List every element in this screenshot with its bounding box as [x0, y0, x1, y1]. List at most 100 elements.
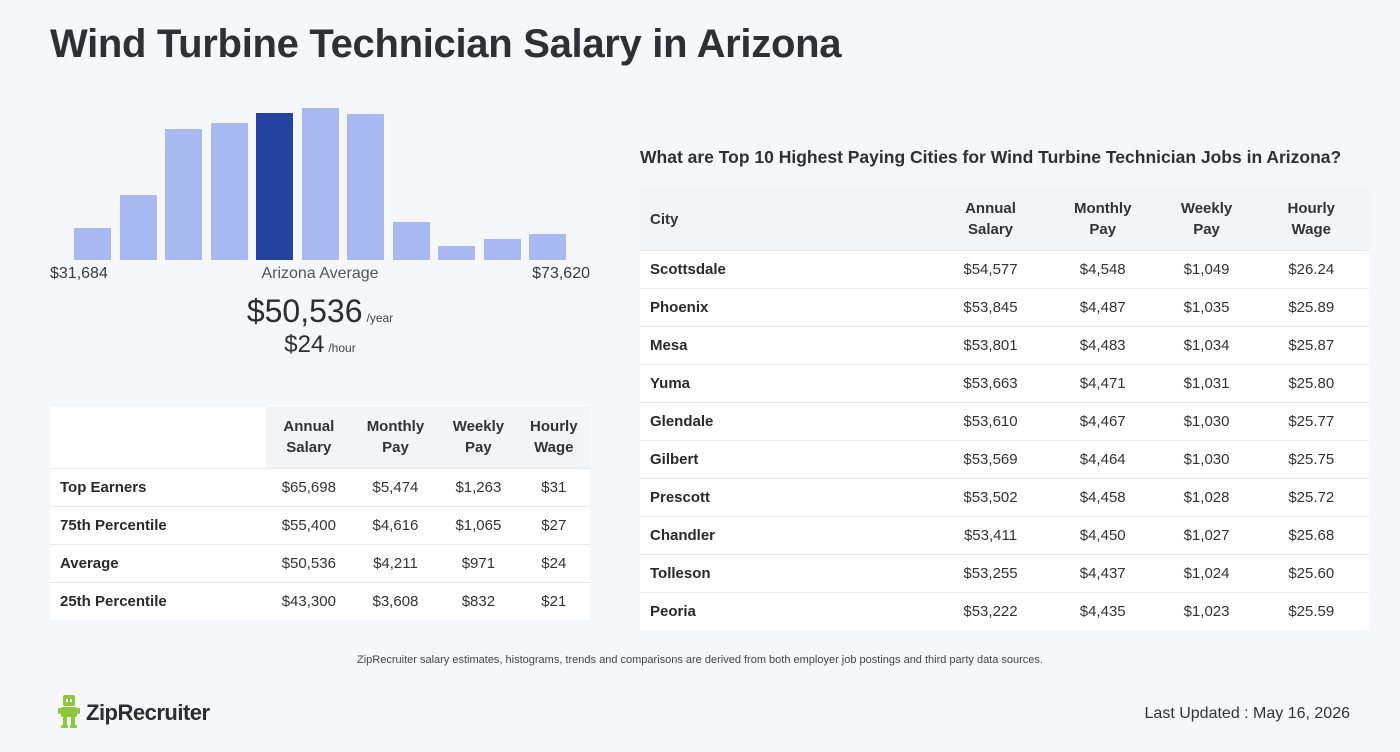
city-value: $53,255: [935, 554, 1046, 593]
row-value: $3,608: [351, 582, 440, 620]
header-city: City: [640, 188, 936, 251]
cities-header-row: City Annual Salary Monthly Pay Weekly Pay H…: [640, 188, 1369, 251]
percentile-header-row: Annual Salary Monthly Pay Weekly Pay Hourly…: [50, 405, 590, 469]
cities-title: What are Top 10 Highest Paying Cities fo…: [640, 147, 1342, 167]
city-value: $1,035: [1159, 288, 1254, 327]
city-value: $53,610: [935, 402, 1046, 441]
header-annual-salary: Annual Salary: [935, 188, 1046, 251]
header-monthly-pay: Monthly Pay: [351, 405, 440, 469]
percentile-row: Top Earners $65,698 $5,474 $1,263 $31: [50, 468, 590, 507]
row-value: $832: [439, 582, 518, 620]
city-value: $1,049: [1159, 250, 1254, 289]
city-value: $4,467: [1045, 402, 1160, 441]
city-value: $1,024: [1159, 554, 1254, 593]
city-name: Prescott: [640, 478, 936, 517]
logo-text: ZipRecruiter: [86, 700, 210, 725]
histogram-bar: [438, 246, 475, 260]
city-value: $4,471: [1045, 364, 1160, 403]
header-weekly-pay: Weekly Pay: [439, 405, 518, 469]
city-value: $4,548: [1045, 250, 1160, 289]
percentile-row: 25th Percentile $43,300 $3,608 $832 $21: [50, 582, 590, 620]
city-value: $26.24: [1253, 250, 1369, 289]
disclaimer: ZipRecruiter salary estimates, histogram…: [357, 654, 1043, 666]
city-row: Peoria $53,222 $4,435 $1,023 $25.59: [640, 592, 1369, 630]
row-label: 25th Percentile: [50, 582, 266, 620]
histogram-average-label: Arizona Average: [261, 265, 379, 282]
percentile-table: Annual Salary Monthly Pay Weekly Pay Hourly…: [50, 405, 590, 620]
row-value: $43,300: [266, 582, 352, 620]
average-yearly-unit: /year: [366, 311, 394, 325]
city-value: $25.80: [1253, 364, 1369, 403]
city-row: Scottsdale $54,577 $4,548 $1,049 $26.24: [640, 250, 1369, 289]
average-yearly: $50,536/year: [0, 293, 640, 330]
city-value: $53,222: [935, 592, 1046, 630]
row-value: $24: [517, 544, 590, 583]
city-value: $25.59: [1253, 592, 1369, 630]
percentile-header-blank: [50, 405, 266, 469]
city-name: Mesa: [640, 326, 936, 365]
city-row: Mesa $53,801 $4,483 $1,034 $25.87: [640, 326, 1369, 365]
row-value: $1,263: [439, 468, 518, 507]
row-value: $5,474: [351, 468, 440, 507]
row-value: $50,536: [266, 544, 352, 583]
city-name: Scottsdale: [640, 250, 936, 289]
city-value: $25.72: [1253, 478, 1369, 517]
header-monthly-pay: Monthly Pay: [1045, 188, 1160, 251]
row-label: Average: [50, 544, 266, 583]
histogram-bar: [347, 114, 384, 260]
city-value: $4,464: [1045, 440, 1160, 479]
city-value: $54,577: [935, 250, 1046, 289]
city-value: $53,663: [935, 364, 1046, 403]
city-value: $1,034: [1159, 326, 1254, 365]
histogram-min-label: $31,684: [50, 265, 108, 282]
cities-table: City Annual Salary Monthly Pay Weekly Pay H…: [640, 188, 1369, 630]
city-value: $25.77: [1253, 402, 1369, 441]
row-value: $4,616: [351, 506, 440, 545]
city-value: $4,435: [1045, 592, 1160, 630]
histogram-bar: [165, 129, 202, 260]
row-value: $55,400: [266, 506, 352, 545]
histogram-bar: [529, 234, 566, 260]
city-name: Yuma: [640, 364, 936, 403]
salary-histogram: [50, 100, 590, 260]
city-name: Glendale: [640, 402, 936, 441]
city-row: Yuma $53,663 $4,471 $1,031 $25.80: [640, 364, 1369, 403]
histogram-bar: [301, 108, 339, 260]
city-value: $25.75: [1253, 440, 1369, 479]
city-value: $25.89: [1253, 288, 1369, 327]
city-value: $4,437: [1045, 554, 1160, 593]
row-value: $4,211: [351, 544, 440, 583]
city-value: $4,487: [1045, 288, 1160, 327]
city-name: Gilbert: [640, 440, 936, 479]
row-value: $971: [439, 544, 518, 583]
city-value: $53,411: [935, 516, 1046, 555]
average-hourly: $24/hour: [0, 331, 640, 359]
city-row: Tolleson $53,255 $4,437 $1,024 $25.60: [640, 554, 1369, 593]
header-hourly-wage: Hourly Wage: [517, 405, 590, 469]
histogram-labels: $31,684 Arizona Average $73,620: [50, 265, 590, 287]
city-value: $25.60: [1253, 554, 1369, 593]
row-value: $1,065: [439, 506, 518, 545]
city-value: $1,030: [1159, 402, 1254, 441]
percentile-row: 75th Percentile $55,400 $4,616 $1,065 $27: [50, 506, 590, 545]
page-title: Wind Turbine Technician Salary in Arizon…: [50, 22, 842, 66]
city-value: $53,569: [935, 440, 1046, 479]
city-value: $1,023: [1159, 592, 1254, 630]
histogram-max-label: $73,620: [532, 265, 590, 282]
city-value: $1,027: [1159, 516, 1254, 555]
histogram-bar-average: [256, 113, 293, 260]
city-value: $4,458: [1045, 478, 1160, 517]
city-value: $4,450: [1045, 516, 1160, 555]
row-value: $21: [517, 582, 590, 620]
city-row: Phoenix $53,845 $4,487 $1,035 $25.89: [640, 288, 1369, 327]
ziprecruiter-logo[interactable]: ZipRecruiter: [58, 694, 210, 731]
histogram-bar: [210, 123, 248, 260]
histogram-bar: [119, 195, 157, 260]
row-label: Top Earners: [50, 468, 266, 507]
row-value: $31: [517, 468, 590, 507]
city-value: $25.68: [1253, 516, 1369, 555]
row-value: $65,698: [266, 468, 352, 507]
city-name: Phoenix: [640, 288, 936, 327]
header-weekly-pay: Weekly Pay: [1159, 188, 1254, 251]
city-name: Chandler: [640, 516, 936, 555]
